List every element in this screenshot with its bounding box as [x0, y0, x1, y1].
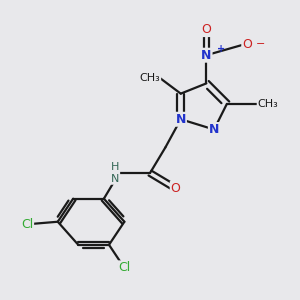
Text: N: N [201, 49, 212, 62]
Text: Cl: Cl [118, 261, 130, 274]
Text: H
N: H N [111, 162, 119, 184]
Text: Cl: Cl [21, 218, 33, 231]
Text: CH₃: CH₃ [140, 73, 160, 83]
Text: N: N [176, 113, 186, 126]
Text: O: O [171, 182, 181, 195]
Text: CH₃: CH₃ [258, 99, 278, 109]
Text: N: N [209, 123, 219, 136]
Text: O: O [242, 38, 252, 51]
Text: −: − [256, 39, 266, 49]
Text: O: O [201, 23, 211, 36]
Text: +: + [217, 44, 225, 54]
